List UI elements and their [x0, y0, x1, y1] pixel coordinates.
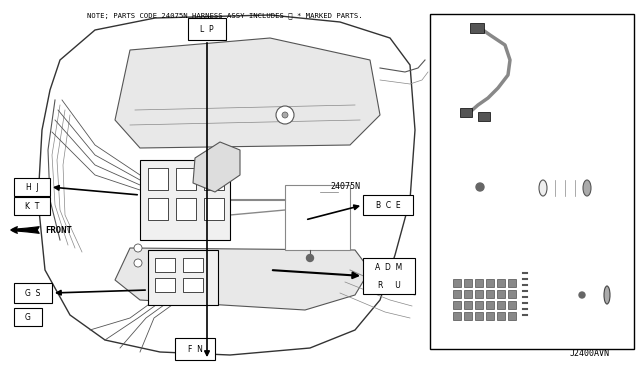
Circle shape: [476, 183, 484, 191]
Bar: [285, 185, 350, 250]
Text: 24075NA: 24075NA: [538, 45, 568, 51]
Bar: [478, 112, 490, 121]
Ellipse shape: [604, 286, 610, 304]
Bar: [470, 23, 484, 33]
Bar: [148, 168, 168, 190]
Bar: [14, 283, 52, 303]
Bar: [497, 312, 505, 320]
Polygon shape: [115, 248, 370, 310]
Circle shape: [579, 292, 585, 298]
Bar: [508, 279, 516, 287]
Bar: [508, 312, 516, 320]
Bar: [363, 195, 413, 215]
Bar: [430, 14, 634, 349]
Bar: [453, 279, 461, 287]
Text: ※24345+A: ※24345+A: [534, 129, 568, 136]
Polygon shape: [193, 142, 240, 192]
Bar: [183, 258, 203, 272]
Ellipse shape: [583, 180, 591, 196]
Text: R     U: R U: [378, 280, 401, 289]
Bar: [475, 290, 483, 298]
Text: A  D  M: A D M: [376, 263, 403, 272]
Bar: [486, 301, 494, 309]
Bar: [460, 108, 472, 117]
Text: F  N: F N: [188, 344, 202, 353]
Bar: [155, 278, 175, 292]
Bar: [464, 301, 472, 309]
Bar: [508, 290, 516, 298]
Text: ※24345+B: ※24345+B: [433, 248, 467, 254]
Text: ※24345: ※24345: [433, 129, 458, 136]
Text: L  P: L P: [200, 25, 214, 33]
Bar: [453, 301, 461, 309]
Bar: [453, 312, 461, 320]
Bar: [508, 301, 516, 309]
Bar: [486, 290, 494, 298]
Bar: [464, 279, 472, 287]
Bar: [486, 312, 494, 320]
Bar: [543, 180, 587, 196]
Bar: [204, 198, 224, 220]
Text: 24075N: 24075N: [330, 182, 360, 191]
Bar: [587, 285, 607, 305]
Circle shape: [307, 254, 314, 262]
Bar: [148, 198, 168, 220]
Bar: [176, 198, 196, 220]
Bar: [497, 279, 505, 287]
Text: 24075NB: 24075NB: [538, 54, 568, 60]
Circle shape: [282, 112, 288, 118]
Bar: [176, 168, 196, 190]
Text: G  S: G S: [26, 289, 41, 298]
Bar: [475, 312, 483, 320]
Bar: [155, 258, 175, 272]
Bar: [148, 250, 218, 305]
Text: G: G: [25, 312, 31, 321]
Polygon shape: [38, 15, 415, 355]
Circle shape: [276, 106, 294, 124]
Circle shape: [134, 244, 142, 252]
Bar: [475, 301, 483, 309]
Text: FRONT: FRONT: [45, 225, 72, 234]
Text: H  J: H J: [26, 183, 38, 192]
Bar: [14, 178, 50, 196]
Bar: [464, 312, 472, 320]
Polygon shape: [445, 265, 523, 330]
Bar: [486, 279, 494, 287]
Circle shape: [134, 259, 142, 267]
Bar: [363, 258, 415, 294]
Text: K  T: K T: [25, 202, 39, 211]
Bar: [14, 308, 42, 326]
Text: J2400AVN: J2400AVN: [570, 349, 610, 358]
Bar: [464, 290, 472, 298]
Text: 24075NC: 24075NC: [538, 63, 568, 69]
Bar: [475, 279, 483, 287]
Text: ※24345+C: ※24345+C: [534, 248, 568, 254]
Bar: [188, 18, 226, 40]
Bar: [140, 160, 230, 240]
Bar: [175, 338, 215, 360]
Ellipse shape: [539, 180, 547, 196]
Polygon shape: [115, 38, 380, 148]
Bar: [183, 278, 203, 292]
Text: NOTE; PARTS CODE 24075N HARNESS ASSY INCLUDES ※ * MARKED PARTS.: NOTE; PARTS CODE 24075N HARNESS ASSY INC…: [87, 12, 363, 19]
Bar: [497, 301, 505, 309]
Bar: [453, 290, 461, 298]
Text: B  C  E: B C E: [376, 201, 400, 209]
Bar: [204, 168, 224, 190]
Bar: [497, 290, 505, 298]
Bar: [14, 197, 50, 215]
